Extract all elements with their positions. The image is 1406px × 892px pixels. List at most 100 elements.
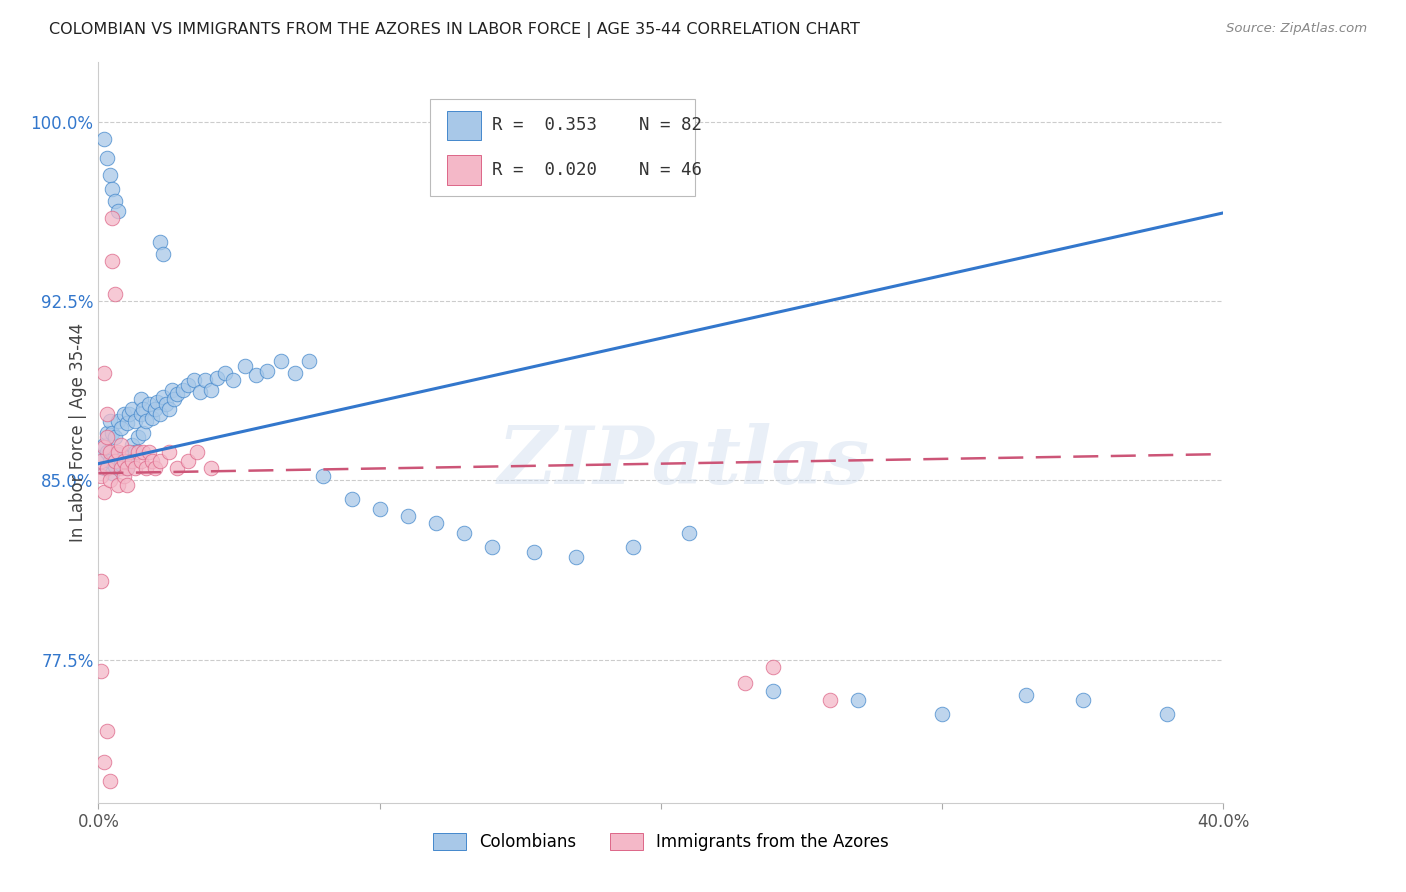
FancyBboxPatch shape xyxy=(447,155,481,185)
Point xyxy=(818,693,841,707)
Point xyxy=(481,541,503,555)
Point xyxy=(1015,689,1038,703)
Point xyxy=(166,387,188,401)
Point xyxy=(98,414,121,428)
Point xyxy=(104,454,127,468)
Point xyxy=(200,383,222,397)
Point xyxy=(340,492,363,507)
Text: Source: ZipAtlas.com: Source: ZipAtlas.com xyxy=(1226,22,1367,36)
Point xyxy=(121,454,143,468)
Point xyxy=(256,363,278,377)
Point xyxy=(115,461,138,475)
Point xyxy=(112,454,135,468)
Point xyxy=(846,693,869,707)
Point xyxy=(96,425,118,440)
Legend: Colombians, Immigrants from the Azores: Colombians, Immigrants from the Azores xyxy=(426,826,896,857)
Point xyxy=(233,359,256,373)
Point xyxy=(222,373,245,387)
Point xyxy=(118,407,141,421)
Point xyxy=(155,397,177,411)
Point xyxy=(101,182,124,196)
Point xyxy=(112,407,135,421)
Point xyxy=(93,437,115,451)
Text: R =  0.020    N = 46: R = 0.020 N = 46 xyxy=(492,161,702,178)
Point xyxy=(135,414,157,428)
Point xyxy=(107,478,129,492)
Point xyxy=(143,461,166,475)
Point xyxy=(270,354,292,368)
Text: COLOMBIAN VS IMMIGRANTS FROM THE AZORES IN LABOR FORCE | AGE 35-44 CORRELATION C: COLOMBIAN VS IMMIGRANTS FROM THE AZORES … xyxy=(49,22,860,38)
Point xyxy=(214,366,236,380)
FancyBboxPatch shape xyxy=(430,99,695,195)
Point xyxy=(127,444,149,458)
Point xyxy=(129,407,152,421)
Point xyxy=(104,430,127,444)
Point xyxy=(621,541,644,555)
Point xyxy=(98,168,121,182)
Point xyxy=(96,724,118,739)
Point xyxy=(115,478,138,492)
Point xyxy=(98,444,121,458)
Point xyxy=(157,401,180,416)
Point xyxy=(96,430,118,444)
Point xyxy=(110,457,132,471)
Point xyxy=(101,425,124,440)
Point xyxy=(200,461,222,475)
Point xyxy=(96,151,118,165)
Point xyxy=(115,461,138,475)
Point xyxy=(110,437,132,451)
Point xyxy=(101,467,124,481)
Point xyxy=(121,401,143,416)
Point xyxy=(101,211,124,225)
Point xyxy=(124,414,146,428)
Point xyxy=(98,454,121,468)
Point xyxy=(104,458,127,473)
Point xyxy=(152,390,174,404)
Point xyxy=(124,444,146,458)
Point xyxy=(132,425,155,440)
Point xyxy=(112,468,135,483)
Point xyxy=(762,683,785,698)
Point xyxy=(368,502,391,516)
Point xyxy=(734,676,756,690)
Point xyxy=(149,235,172,249)
Point xyxy=(90,574,112,588)
Point xyxy=(129,454,152,468)
Point xyxy=(107,444,129,458)
Point xyxy=(149,407,172,421)
Point xyxy=(93,485,115,500)
Point xyxy=(90,665,112,679)
Point xyxy=(127,430,149,444)
FancyBboxPatch shape xyxy=(447,111,481,140)
Point xyxy=(93,366,115,380)
Point xyxy=(121,437,143,451)
Point xyxy=(194,373,217,387)
Point xyxy=(298,354,321,368)
Point xyxy=(1071,693,1094,707)
Point xyxy=(565,549,588,564)
Point xyxy=(166,461,188,475)
Point xyxy=(157,444,180,458)
Point xyxy=(138,444,160,458)
Point xyxy=(93,755,115,769)
Point xyxy=(132,444,155,458)
Point xyxy=(101,253,124,268)
Point xyxy=(160,383,183,397)
Point xyxy=(183,373,205,387)
Point xyxy=(96,407,118,421)
Point xyxy=(678,525,700,540)
Point xyxy=(98,474,121,488)
Point xyxy=(186,444,208,458)
Point xyxy=(104,194,127,208)
Point xyxy=(205,370,228,384)
Point xyxy=(98,774,121,789)
Point xyxy=(931,707,953,722)
Point xyxy=(135,461,157,475)
Point xyxy=(396,509,419,524)
Point xyxy=(453,525,475,540)
Point xyxy=(96,461,118,475)
Point xyxy=(90,454,112,468)
Point xyxy=(104,287,127,301)
Text: R =  0.353    N = 82: R = 0.353 N = 82 xyxy=(492,116,702,135)
Point xyxy=(96,444,118,458)
